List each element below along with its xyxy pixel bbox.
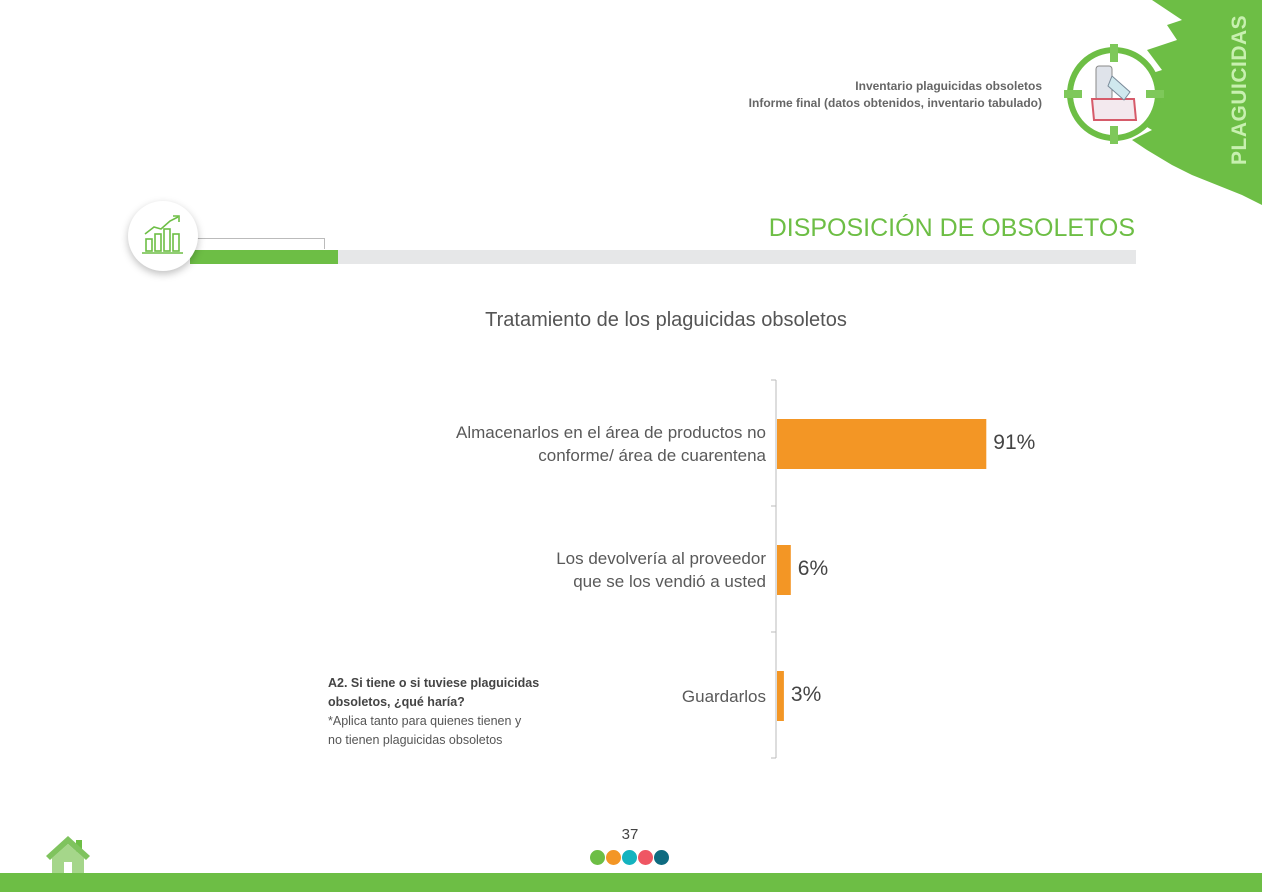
category-label-line: Almacenarlos en el área de productos no <box>456 423 766 442</box>
question-line-2: obsoletos, ¿qué haría? <box>328 695 465 709</box>
pesticide-target-icon <box>1064 44 1164 144</box>
growth-chart-icon <box>128 201 198 271</box>
category-label-line: Guardarlos <box>681 686 766 706</box>
section-title: DISPOSICIÓN DE OBSOLETOS <box>768 214 1135 242</box>
bar-chart <box>771 379 987 759</box>
home-icon[interactable] <box>44 836 92 874</box>
color-dot <box>654 850 669 865</box>
green-brush-decoration <box>1127 0 1262 205</box>
category-label-line: conforme/ área de cuarentena <box>538 446 766 465</box>
category-label-line: Los devolvería al proveedor <box>556 549 766 568</box>
section-accent-bar <box>190 250 338 264</box>
data-label: 6% <box>797 557 829 580</box>
question-note: A2. Si tiene o si tuviese plaguicidas ob… <box>328 674 539 750</box>
report-header: Inventario plaguicidas obsoletos Informe… <box>749 78 1042 112</box>
color-dot <box>638 850 653 865</box>
chart-title: Tratamiento de los plaguicidas obsoletos <box>485 309 847 331</box>
category-label: Los devolvería al proveedor que se los ve… <box>556 547 766 593</box>
section-divider <box>190 250 1136 264</box>
footer-bar <box>0 873 1262 892</box>
header-line-2: Informe final (datos obtenidos, inventar… <box>748 96 1042 110</box>
note-line-2: no tienen plaguicidas obsoletos <box>328 733 503 747</box>
category-label: Guardarlos <box>682 685 766 708</box>
color-dot <box>590 850 605 865</box>
category-label-line: que se los vendió a usted <box>573 572 766 591</box>
header-line-1: Inventario plaguicidas obsoletos <box>855 79 1042 93</box>
category-label: Almacenarlos en el área de productos no c… <box>456 421 766 467</box>
color-dot <box>622 850 637 865</box>
data-label: 3% <box>790 683 822 706</box>
note-line-1: *Aplica tanto para quienes tienen y <box>328 714 522 728</box>
bar <box>777 419 987 469</box>
color-dots <box>590 850 670 865</box>
color-dot <box>606 850 621 865</box>
bar <box>777 671 784 721</box>
data-label: 91% <box>993 431 1036 454</box>
connector-line <box>194 238 325 249</box>
page-number: 37 <box>621 826 639 843</box>
side-label: PLAGUICIDAS <box>1228 14 1251 165</box>
question-line-1: A2. Si tiene o si tuviese plaguicidas <box>328 676 540 690</box>
bar <box>777 545 791 595</box>
